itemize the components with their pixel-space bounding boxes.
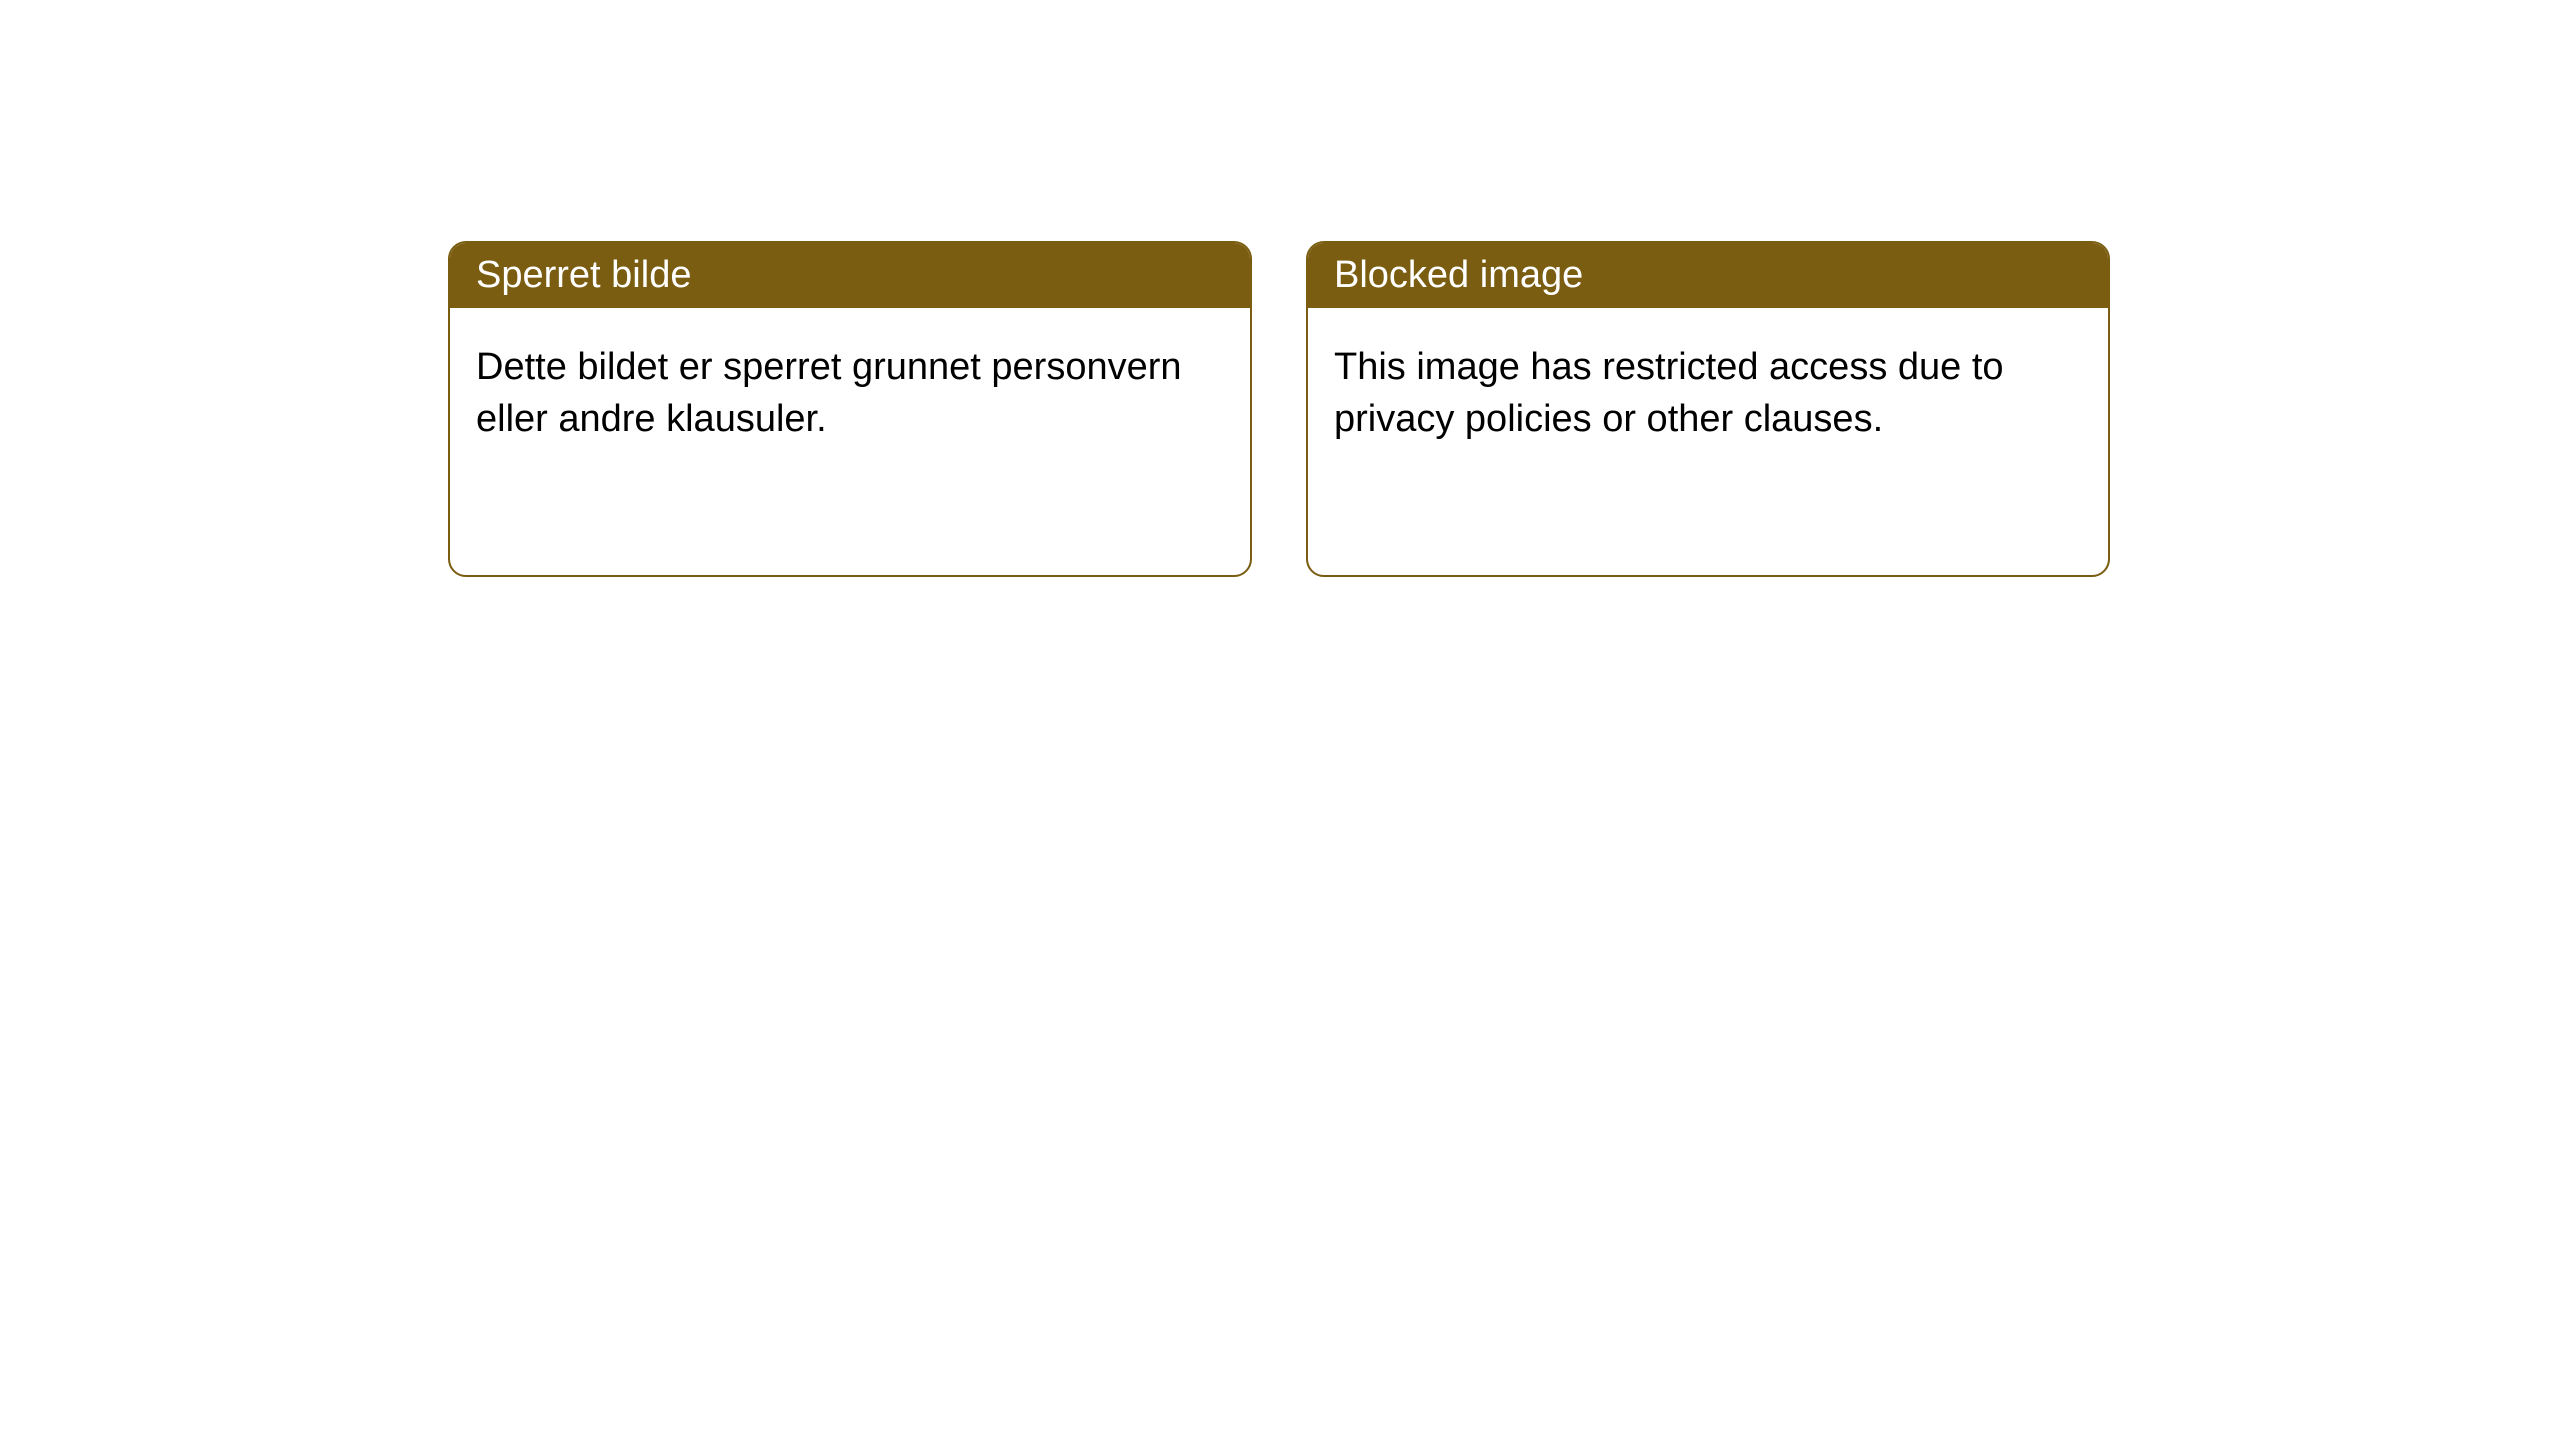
card-body-text: This image has restricted access due to … (1334, 346, 2004, 439)
notice-card-english: Blocked image This image has restricted … (1306, 241, 2110, 577)
card-header: Sperret bilde (450, 243, 1250, 308)
card-title: Sperret bilde (476, 254, 691, 296)
notice-card-norwegian: Sperret bilde Dette bildet er sperret gr… (448, 241, 1252, 577)
card-body: Dette bildet er sperret grunnet personve… (450, 308, 1250, 575)
card-header: Blocked image (1308, 243, 2108, 308)
card-body: This image has restricted access due to … (1308, 308, 2108, 575)
card-title: Blocked image (1334, 254, 1583, 296)
card-body-text: Dette bildet er sperret grunnet personve… (476, 346, 1182, 439)
notice-cards-container: Sperret bilde Dette bildet er sperret gr… (448, 241, 2110, 577)
